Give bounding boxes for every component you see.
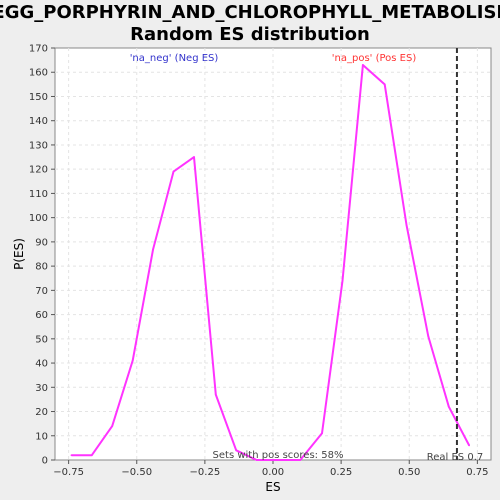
- data-point: [341, 279, 344, 282]
- y-tick-label: 90: [35, 237, 48, 248]
- y-axis-label: P(ES): [12, 238, 26, 270]
- data-point: [131, 359, 134, 362]
- data-point: [235, 449, 238, 452]
- data-point: [405, 224, 408, 226]
- series-layer: [70, 64, 471, 461]
- y-tick-label: 130: [29, 140, 48, 151]
- y-tick-label: 80: [35, 262, 48, 273]
- y-tick-label: 150: [29, 92, 48, 103]
- data-point: [255, 459, 258, 461]
- data-point: [447, 405, 450, 408]
- y-axis: 0 10 20 30 40 50 60 70 80 90 100 110 120 130 140 150 160…: [29, 44, 55, 467]
- chart-title-line2: Random ES distribution: [130, 24, 370, 45]
- data-point: [468, 444, 471, 447]
- x-axis: −0.75 −0.50 −0.25 0.00 0.25 0.50 0.75: [53, 460, 489, 478]
- legend-neg-es: 'na_neg' (Neg ES): [130, 53, 219, 64]
- data-point: [90, 454, 93, 456]
- data-point: [214, 393, 217, 396]
- x-tick-label: 0.75: [466, 467, 488, 478]
- data-point: [299, 459, 302, 461]
- y-tick-label: 20: [35, 407, 48, 418]
- y-tick-label: 70: [35, 286, 48, 297]
- y-tick-label: 110: [29, 189, 48, 200]
- grid-lines: [55, 48, 491, 460]
- legend-pos-es: 'na_pos' (Pos ES): [332, 53, 417, 64]
- pos-scores-annotation: Sets with pos scores: 58%: [213, 450, 344, 461]
- data-point: [277, 459, 280, 461]
- chart-title-line1: KEGG_PORPHYRIN_AND_CHLOROPHYLL_METABOLIS…: [0, 2, 500, 23]
- data-point: [362, 64, 364, 66]
- data-point: [70, 454, 73, 456]
- data-point: [193, 156, 195, 158]
- y-tick-label: 140: [29, 116, 48, 127]
- data-point: [427, 335, 430, 338]
- data-point: [172, 170, 175, 173]
- data-point: [321, 432, 323, 435]
- y-tick-label: 60: [35, 310, 48, 321]
- data-point: [152, 248, 154, 250]
- x-tick-label: 0.00: [262, 467, 284, 478]
- y-tick-label: 170: [29, 44, 48, 55]
- real-es-label: Real ES 0.7: [427, 452, 483, 463]
- y-tick-label: 30: [35, 383, 48, 394]
- y-tick-label: 100: [29, 213, 48, 224]
- x-tick-label: 0.50: [398, 467, 420, 478]
- y-tick-label: 0: [42, 456, 48, 467]
- x-axis-label: ES: [265, 480, 280, 494]
- x-tick-label: 0.25: [330, 467, 352, 478]
- x-tick-label: −0.25: [190, 467, 221, 478]
- y-tick-label: 50: [35, 334, 48, 345]
- y-tick-label: 40: [35, 359, 48, 370]
- x-tick-label: −0.50: [121, 467, 152, 478]
- y-tick-label: 120: [29, 165, 48, 176]
- data-point: [383, 83, 386, 86]
- es-distribution-line: [71, 64, 471, 461]
- x-tick-label: −0.75: [53, 467, 84, 478]
- y-tick-label: 10: [35, 431, 48, 442]
- y-tick-label: 160: [29, 68, 48, 79]
- data-point: [111, 425, 114, 427]
